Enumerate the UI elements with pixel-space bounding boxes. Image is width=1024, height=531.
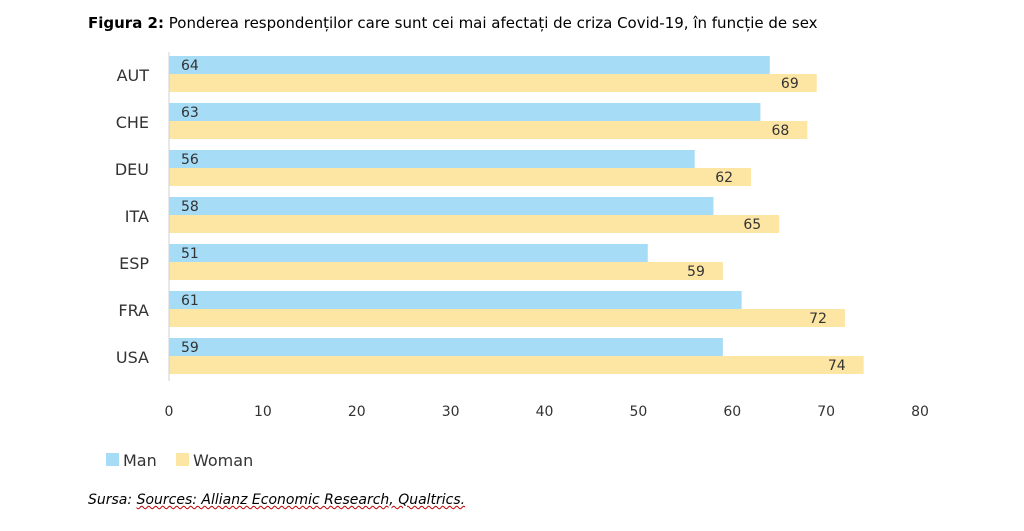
data-label: 74 [828,358,846,374]
bar-woman [169,168,752,186]
data-label: 56 [181,152,199,168]
x-tick-label: 70 [817,404,835,420]
source-label: Sursa: [88,492,133,508]
x-tick-label: 30 [442,404,460,420]
category-label: DEU [115,160,149,179]
bar-man [169,291,742,309]
data-label: 62 [715,170,733,186]
caption-label: Figura 2: [88,14,164,32]
x-tick-label: 50 [629,404,647,420]
category-label: ESP [119,254,149,273]
data-label: 61 [181,293,199,309]
x-tick-label: 0 [165,404,174,420]
category-label: AUT [117,66,150,85]
bar-woman [169,215,780,233]
data-label: 63 [181,105,199,121]
legend-swatch-woman [176,453,189,466]
bar-man [169,338,723,356]
x-tick-label: 20 [348,404,366,420]
bar-woman [169,309,845,327]
bar-woman [169,356,864,374]
data-label: 65 [743,217,761,233]
legend-label-man: Man [123,451,157,470]
bar-woman [169,74,817,92]
category-label: ITA [125,207,149,226]
caption-text: Ponderea respondenților care sunt cei ma… [168,14,818,32]
bar-man [169,103,761,121]
category-label: CHE [116,113,149,132]
x-tick-label: 60 [723,404,741,420]
data-label: 59 [181,340,199,356]
x-tick-label: 40 [536,404,554,420]
bar-man [169,150,695,168]
plot-area: 64 69 63 68 56 62 58 65 51 59 61 72 59 74 [169,56,864,374]
x-tick-label: 80 [911,404,929,420]
data-label: 51 [181,246,199,262]
x-tick-label: 10 [254,404,272,420]
data-label: 64 [181,58,199,74]
data-label: 58 [181,199,199,215]
data-label: 68 [772,123,790,139]
bar-man [169,56,770,74]
bar-man [169,244,648,262]
legend-swatch-man [106,453,119,466]
data-label: 69 [781,76,799,92]
data-label: 72 [809,311,827,327]
source-text: Sources: Allianz Economic Research, Qual… [136,492,466,508]
legend-label-woman: Woman [193,451,253,470]
bar-woman [169,121,808,139]
x-axis: 0 10 20 30 40 50 60 70 80 [165,52,929,420]
bar-man [169,197,714,215]
legend: Man Woman [106,451,253,470]
source-note: Sursa: Sources: Allianz Economic Researc… [88,492,465,508]
bar-chart: 64 69 63 68 56 62 58 65 51 59 61 72 59 74 AUT CHE DEU IT… [106,52,929,470]
data-label: 59 [687,264,705,280]
category-label: USA [116,348,149,367]
bar-woman [169,262,723,280]
figure-caption: Figura 2: Ponderea respondenților care s… [88,14,818,32]
category-label: FRA [118,301,149,320]
category-labels: AUT CHE DEU ITA ESP FRA USA [115,66,149,367]
